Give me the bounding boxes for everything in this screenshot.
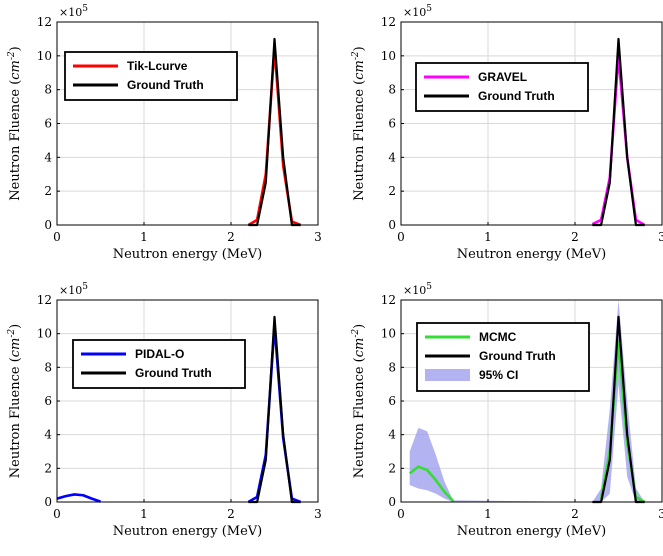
y-exponent-label: ×105: [403, 4, 432, 19]
series-line-0: [591, 54, 646, 227]
y-exponent-label: ×105: [403, 282, 432, 297]
y-exponent-label: ×105: [59, 282, 88, 297]
y-tick-labels: 0 2 4 6 8 10 12: [37, 15, 53, 232]
y-tick-label: 10: [37, 49, 52, 63]
y-tick-label: 12: [37, 293, 52, 307]
y-tick-label: 6: [388, 117, 396, 131]
y-tick-label: 2: [44, 184, 52, 198]
y-tick-label: 4: [388, 428, 396, 442]
x-tick-label: 3: [314, 230, 322, 244]
series-line-0: [408, 340, 646, 504]
y-tick-label: 10: [37, 327, 52, 341]
series-lines: [247, 37, 302, 227]
x-tick-labels: 0 1 2 3: [53, 507, 322, 521]
y-tick-label: 4: [44, 428, 52, 442]
y-tick-label: 2: [388, 461, 396, 475]
x-tick-label: 2: [227, 507, 235, 521]
y-tick-labels: 0 2 4 6 8 10 12: [381, 293, 397, 509]
grid: [400, 21, 663, 226]
ci-band: [409, 300, 645, 502]
y-tick-label: 10: [381, 49, 396, 63]
x-tick-label: 3: [658, 507, 663, 521]
y-tick-label: 12: [381, 293, 396, 307]
y-axis-label: Neutron Fluence (cm-2): [351, 324, 367, 478]
x-tick-label: 3: [658, 230, 663, 244]
y-tick-labels: 0 2 4 6 8 10 12: [381, 15, 397, 232]
y-tick-label: 8: [44, 83, 52, 97]
legend: MCMC Ground Truth 95% CI: [416, 322, 590, 392]
y-tick-label: 0: [388, 218, 396, 232]
x-tick-labels: 0 1 2 3: [397, 230, 663, 244]
x-axis-label: Neutron energy (MeV): [113, 524, 263, 539]
legend-entry-label: 95% CI: [479, 368, 518, 382]
x-tick-labels: 0 1 2 3: [397, 507, 663, 521]
legend-entry-label: GRAVEL: [478, 70, 527, 84]
x-axis-label: Neutron energy (MeV): [457, 524, 607, 539]
legend-box: [415, 62, 589, 112]
x-tick-label: 1: [484, 507, 492, 521]
y-tick-label: 10: [381, 327, 396, 341]
series-line-1: [248, 37, 301, 227]
y-tick-labels: 0 2 4 6 8 10 12: [37, 293, 53, 509]
legend-entry-label: Ground Truth: [478, 89, 555, 103]
y-axis-label: Neutron Fluence (cm-2): [7, 46, 23, 200]
y-tick-label: 12: [381, 15, 396, 29]
ci-band-layer: [409, 300, 645, 502]
x-axis-label: Neutron energy (MeV): [113, 247, 263, 262]
x-tick-label: 0: [53, 507, 61, 521]
y-tick-label: 6: [388, 394, 396, 408]
y-axis-label: Neutron Fluence (cm-2): [7, 324, 23, 478]
grid: [56, 299, 319, 503]
x-tick-label: 1: [140, 230, 148, 244]
legend-swatch: [425, 369, 470, 381]
legend-entry-label: Tik-Lcurve: [127, 59, 188, 73]
x-tick-label: 0: [53, 230, 61, 244]
legend-entry-label: MCMC: [479, 330, 517, 344]
y-tick-label: 8: [388, 83, 396, 97]
x-tick-label: 2: [571, 507, 579, 521]
y-tick-label: 8: [44, 360, 52, 374]
x-axis-label: Neutron energy (MeV): [457, 247, 607, 262]
legend: PIDAL-O Ground Truth: [72, 339, 246, 389]
y-axis-label: Neutron Fluence (cm-2): [351, 46, 367, 200]
x-tick-label: 3: [314, 507, 322, 521]
y-tick-label: 4: [44, 150, 52, 164]
legend-box: [72, 339, 246, 389]
legend-entry-label: Ground Truth: [127, 78, 204, 92]
y-tick-label: 2: [44, 461, 52, 475]
legend-entry-label: PIDAL-O: [135, 347, 184, 361]
x-tick-label: 1: [140, 507, 148, 521]
x-tick-labels: 0 1 2 3: [53, 230, 322, 244]
y-tick-label: 0: [44, 218, 52, 232]
series-lines: [591, 37, 646, 227]
y-tick-label: 2: [388, 184, 396, 198]
x-tick-label: 2: [571, 230, 579, 244]
y-tick-label: 12: [37, 15, 52, 29]
x-tick-label: 2: [227, 230, 235, 244]
x-tick-label: 1: [484, 230, 492, 244]
y-tick-label: 4: [388, 150, 396, 164]
y-tick-label: 0: [44, 495, 52, 509]
y-tick-label: 8: [388, 360, 396, 374]
legend: GRAVEL Ground Truth: [415, 62, 589, 112]
y-tick-label: 0: [388, 495, 396, 509]
legend-entry-label: Ground Truth: [479, 349, 556, 363]
y-tick-label: 6: [44, 117, 52, 131]
x-tick-label: 0: [397, 507, 405, 521]
series-line-0: [247, 46, 302, 227]
y-tick-label: 6: [44, 394, 52, 408]
legend-entry-label: Ground Truth: [135, 366, 212, 380]
y-exponent-label: ×105: [59, 4, 88, 19]
legend: Tik-Lcurve Ground Truth: [64, 51, 238, 101]
legend-box: [64, 51, 238, 101]
x-tick-label: 0: [397, 230, 405, 244]
